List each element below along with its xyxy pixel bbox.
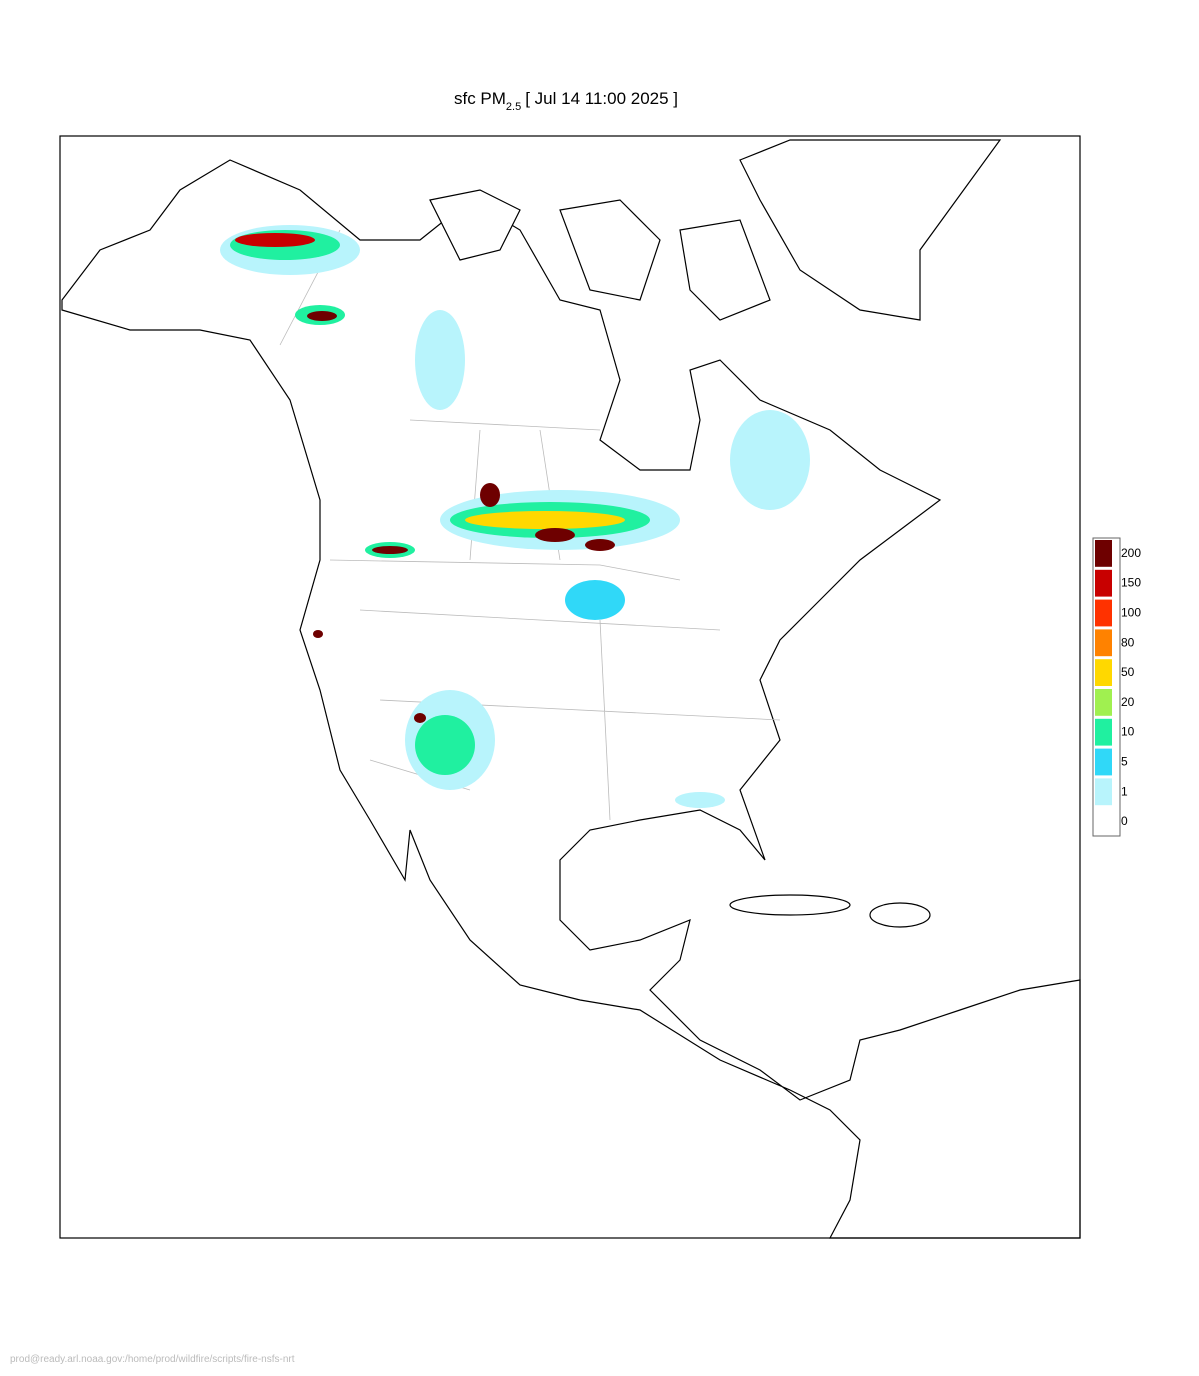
- map-frame: [59, 135, 1081, 1239]
- legend-swatch: [1095, 748, 1112, 776]
- smoke-plumes: [220, 225, 810, 808]
- legend-label: 100: [1121, 606, 1141, 620]
- legend-swatch: [1095, 718, 1112, 746]
- legend-label: 5: [1121, 755, 1128, 769]
- legend-frame: [1092, 537, 1121, 837]
- legend-label: 50: [1121, 665, 1135, 679]
- north-america: [61, 159, 1081, 1239]
- greenland: [739, 139, 1002, 321]
- legend-swatch: [1095, 689, 1112, 716]
- legend-swatch: [1095, 808, 1112, 835]
- legend-label: 150: [1121, 576, 1141, 590]
- legend-label: 200: [1121, 546, 1141, 560]
- legend-label: 20: [1121, 695, 1135, 709]
- title-prefix: sfc PM: [454, 89, 506, 108]
- legend-label: 1: [1121, 784, 1128, 798]
- legend-swatch: [1095, 659, 1112, 686]
- legend-label: 0: [1121, 814, 1128, 828]
- map-title: sfc PM2.5 [ Jul 14 11:00 2025 ]: [454, 89, 678, 113]
- title-subscript: 2.5: [506, 101, 521, 113]
- legend-swatch: [1095, 540, 1112, 567]
- cuba: [729, 894, 851, 916]
- title-suffix: [ Jul 14 11:00 2025 ]: [525, 89, 678, 108]
- footer: prod@ready.arl.noaa.gov:/home/prod/wildf…: [10, 1354, 295, 1365]
- legend-swatch: [1095, 569, 1112, 597]
- map: [59, 135, 1081, 1239]
- legend-swatch: [1095, 599, 1112, 627]
- legend-swatch: [1095, 778, 1112, 806]
- legend-label: 10: [1121, 725, 1135, 739]
- arctic-islands: [429, 189, 771, 321]
- hispaniola: [869, 902, 931, 928]
- legend-swatch: [1095, 629, 1112, 657]
- legend-label: 80: [1121, 635, 1135, 649]
